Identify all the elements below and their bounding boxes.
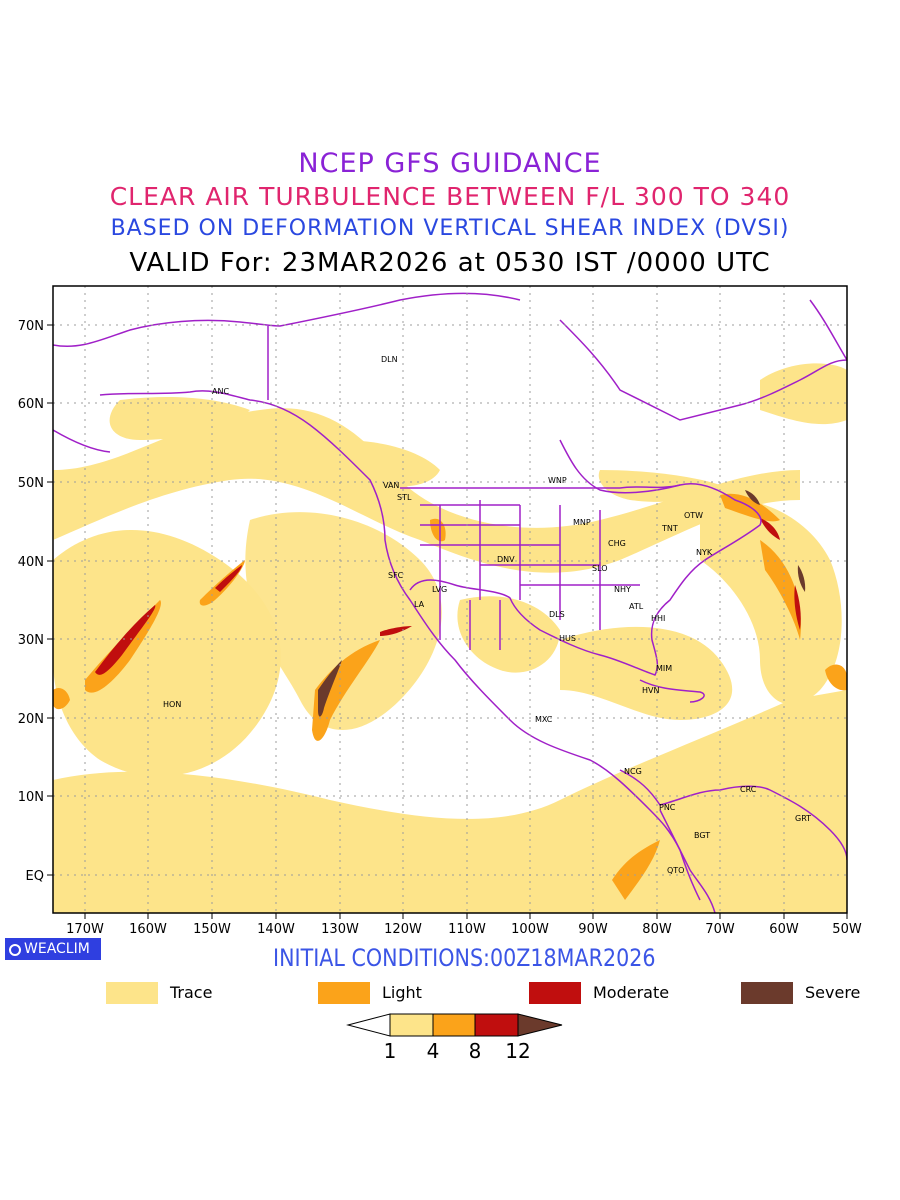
moderate-field [95,518,801,675]
lon-label-140w: 140W [257,922,295,937]
lon-label-120w: 120W [384,922,422,937]
station-chg: CHG [608,539,626,548]
colorbar-under-arrow [346,1013,391,1037]
station-van: VAN [383,481,399,490]
legend-swatch-trace [106,982,158,1004]
lon-label-100w: 100W [511,922,549,937]
station-la: LA [414,600,425,609]
initial-conditions: INITIAL CONDITIONS:00Z18MAR2026 [273,944,656,972]
station-bgt: BGT [694,831,710,840]
lon-label-150w: 150W [193,922,231,937]
station-crc: CRC [740,785,757,794]
legend-swatch-moderate [529,982,581,1004]
station-mnp: MNP [573,518,591,527]
station-nyk: NYK [696,548,713,557]
legend-label-moderate: Moderate [593,983,670,1002]
severe-field [318,490,806,717]
lat-label-10n: 10N [18,790,44,805]
colorbar-tick-1: 1 [383,1039,397,1063]
lat-labels: 70N 60N 50N 40N 30N 20N 10N EQ [18,319,44,884]
colorbar-tick-8: 8 [468,1039,482,1063]
legend-swatch-severe [741,982,793,1004]
lon-label-80w: 80W [642,922,672,937]
badge-label: WEACLIM [24,941,90,957]
stations: ANC DLN VAN STL WNP MNP TNT OTW CHG NYK … [163,355,811,875]
lat-label-50n: 50N [18,476,44,491]
station-hvn: HVN [642,686,659,695]
title-product: CLEAR AIR TURBULENCE BETWEEN F/L 300 TO … [109,182,791,211]
title-method: BASED ON DEFORMATION VERTICAL SHEAR INDE… [110,216,790,241]
station-pnc: PNC [659,803,676,812]
lon-label-130w: 130W [321,922,359,937]
colorbar [346,1013,563,1037]
lat-label-70n: 70N [18,319,44,334]
station-anc: ANC [212,387,229,396]
station-tnt: TNT [661,524,678,533]
title-model: NCEP GFS GUIDANCE [298,148,602,179]
station-atl: ATL [629,602,644,611]
lat-label-30n: 30N [18,633,44,648]
station-mim: MIM [656,664,672,673]
colorbar-bin-light [432,1013,476,1037]
station-stl: STL [397,493,412,502]
lon-labels: 170W 160W 150W 140W 130W 120W 110W 100W … [66,922,862,937]
legend-label-trace: Trace [170,983,213,1002]
colorbar-bin-trace [389,1013,434,1037]
station-nhy: NHY [614,585,631,594]
station-lvg: LVG [432,585,447,594]
colorbar-tick-12: 12 [505,1039,531,1063]
lon-label-50w: 50W [832,922,862,937]
colorbar-tick-4: 4 [426,1039,440,1063]
legend-swatch-light [318,982,370,1004]
map-content: ANC DLN VAN STL WNP MNP TNT OTW CHG NYK … [53,286,847,913]
tick-marks [47,324,848,919]
station-otw: OTW [684,511,703,520]
station-hhi: HHI [651,614,665,623]
station-wnp: WNP [548,476,567,485]
trace-field [53,363,847,913]
lat-label-60n: 60N [18,397,44,412]
station-slo: SLO [592,564,608,573]
legend-label-severe: Severe [805,983,861,1002]
lon-label-170w: 170W [66,922,104,937]
lon-label-70w: 70W [705,922,735,937]
station-hon: HON [163,700,181,709]
station-dnv: DNV [497,555,515,564]
boundaries [53,292,847,913]
lat-label-20n: 20N [18,712,44,727]
weaclim-badge: WEACLIM [5,938,101,960]
station-dln: DLN [381,355,398,364]
station-mxc: MXC [535,715,553,724]
lon-label-60w: 60W [769,922,799,937]
map-frame [52,285,848,914]
station-dls: DLS [549,610,565,619]
colorbar-bin-moderate [474,1013,519,1037]
lon-label-110w: 110W [448,922,486,937]
station-sfc: SFC [388,571,404,580]
station-qto: QTO [667,866,684,875]
title-valid-time: VALID For: 23MAR2026 at 0530 IST /0000 U… [129,248,771,278]
logo-icon [9,944,21,956]
legend-label-light: Light [382,983,422,1002]
station-hus: HUS [559,634,576,643]
station-grt: GRT [795,814,811,823]
station-ncg: NCG [624,767,642,776]
lat-label-40n: 40N [18,555,44,570]
lon-label-160w: 160W [129,922,167,937]
colorbar-over-arrow [517,1013,563,1037]
lon-label-90w: 90W [578,922,608,937]
lat-label-eq: EQ [26,869,44,884]
